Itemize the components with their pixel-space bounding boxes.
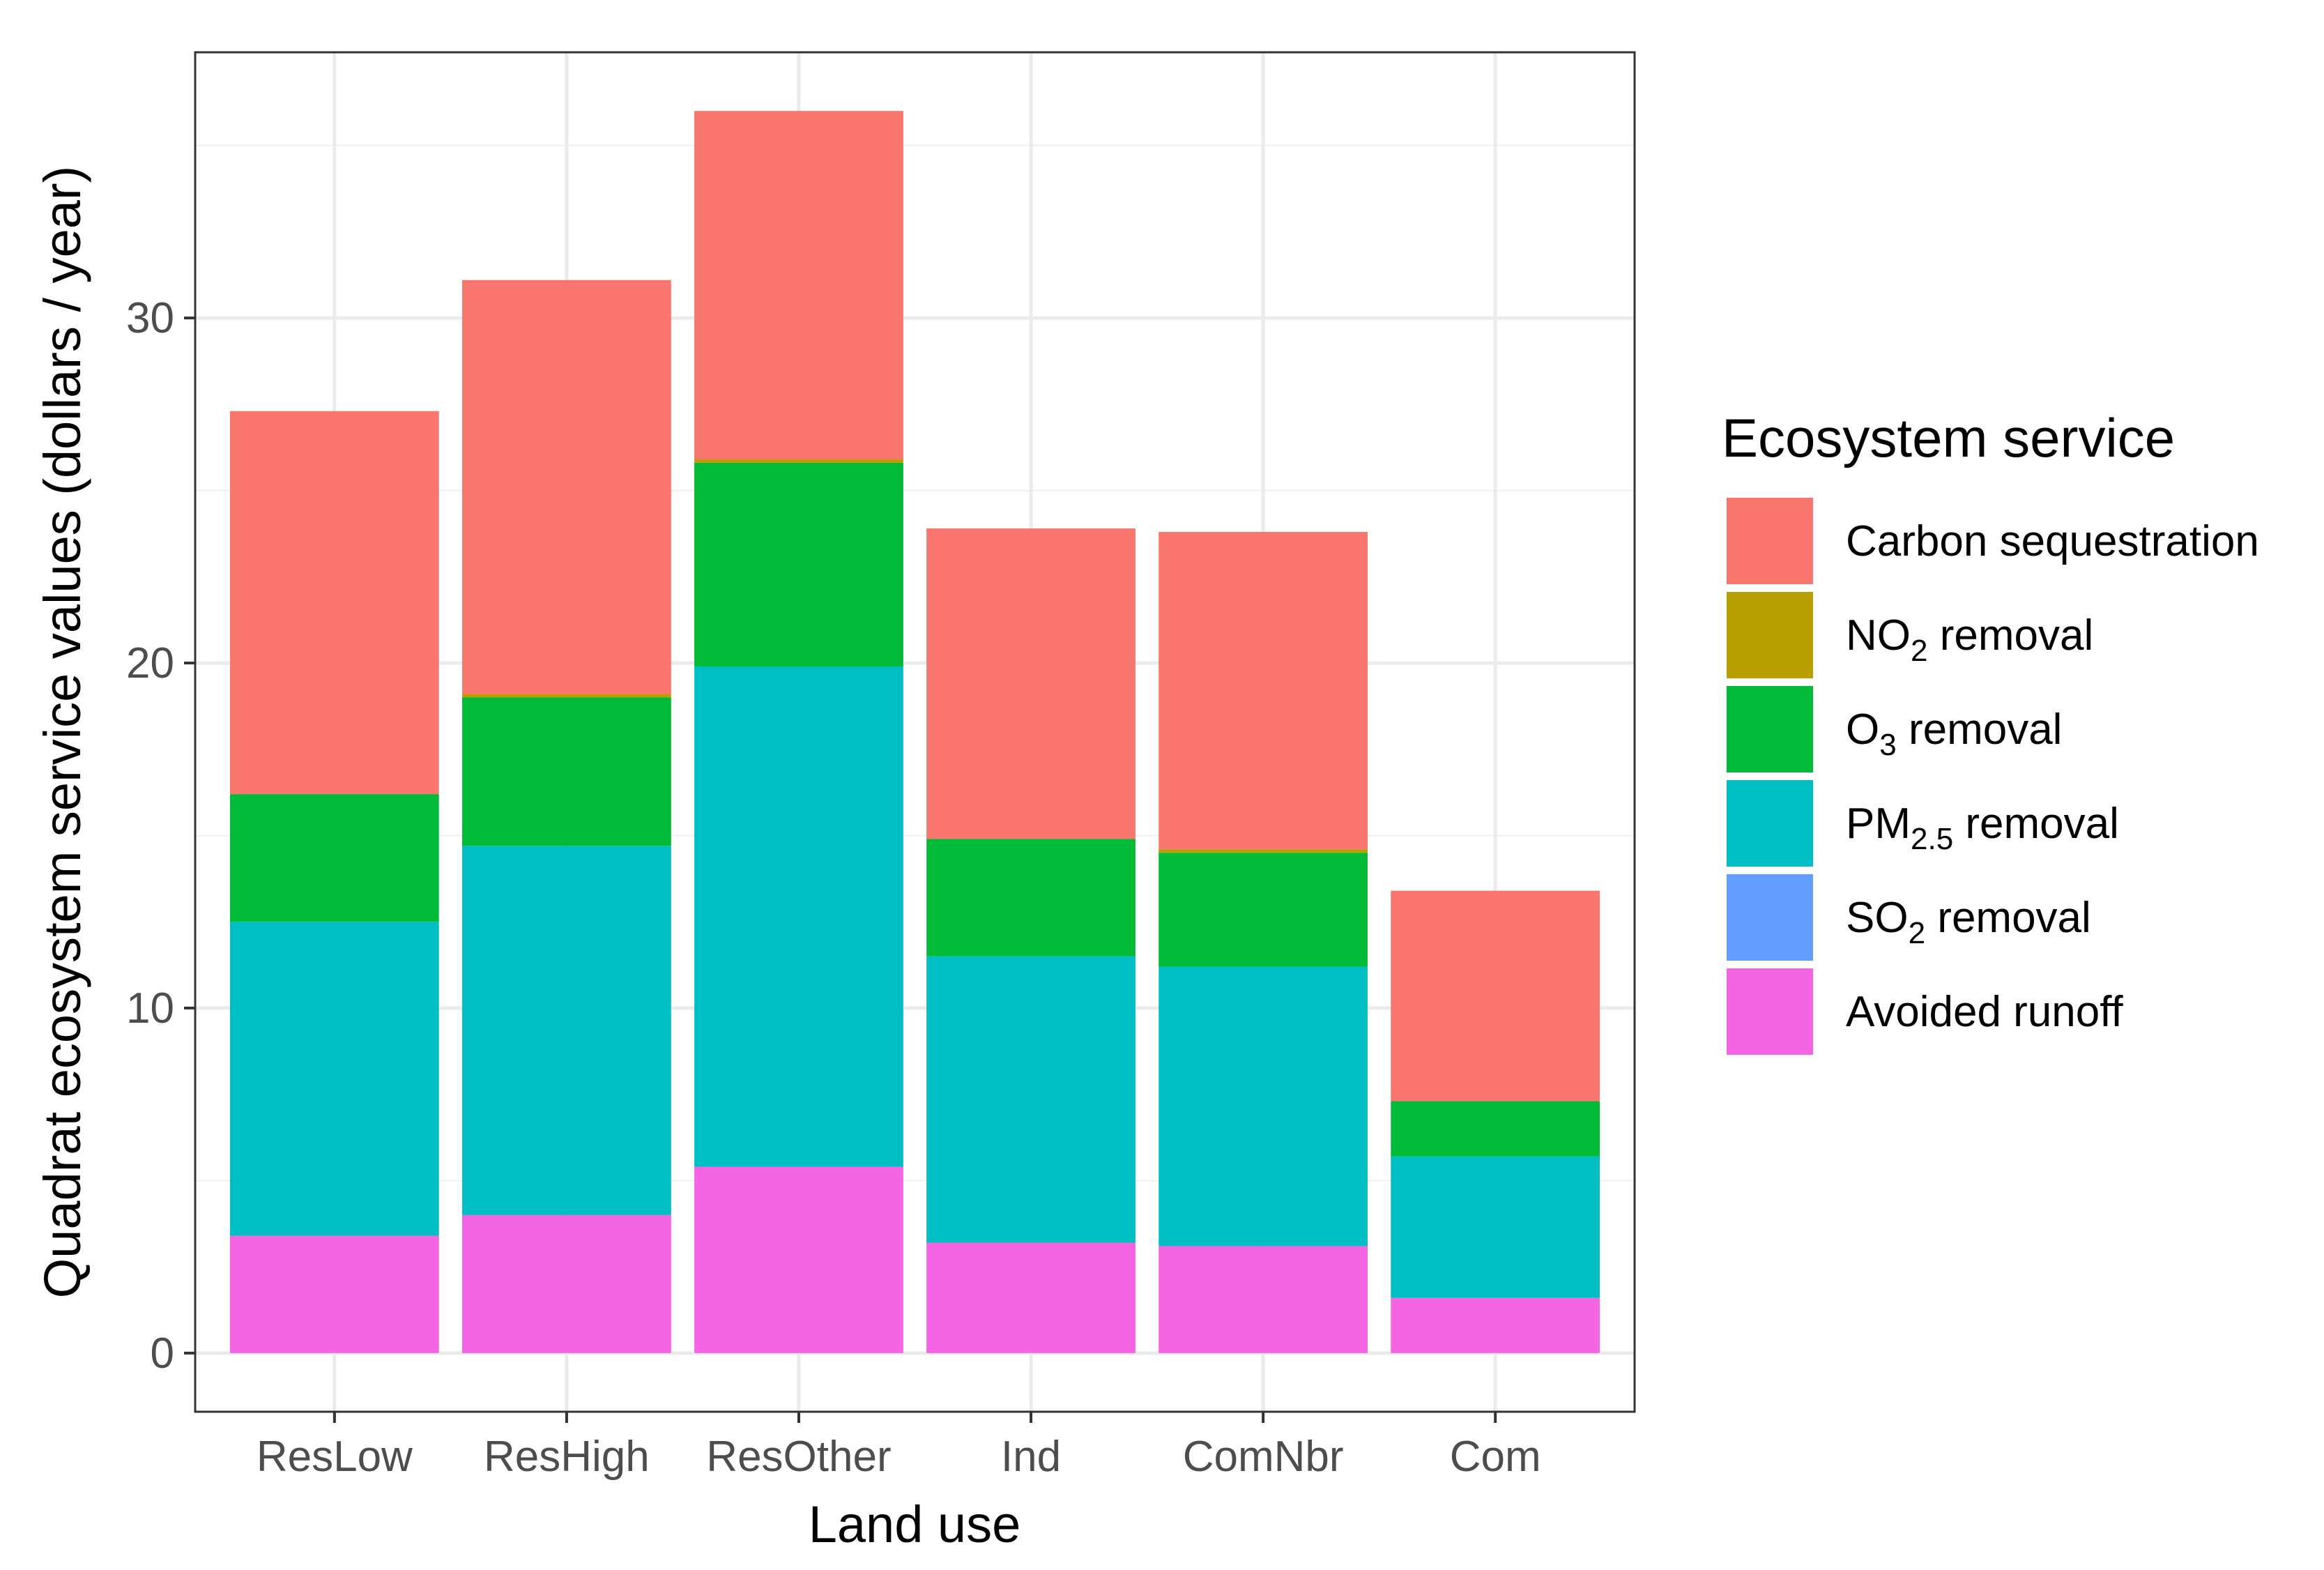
y-tick-label: 0 <box>151 1329 174 1378</box>
legend-swatch <box>1724 777 1816 869</box>
bar-ComNbr-avoided-runoff <box>1159 1246 1368 1353</box>
y-axis-ticks: 0 10 20 30 <box>126 294 195 1378</box>
legend-swatch <box>1724 683 1816 775</box>
x-tick-label: ComNbr <box>1183 1433 1344 1481</box>
bar-ResHigh-pm2-5-removal <box>462 846 671 1215</box>
y-tick-label: 20 <box>126 639 174 687</box>
bar-ResLow-pm2-5-removal <box>229 922 439 1236</box>
x-tick-label: ResLow <box>257 1433 413 1481</box>
legend: Carbon sequestration NO2 removal O3 remova… <box>1724 495 2259 1058</box>
legend-swatch <box>1724 495 1816 587</box>
bar-Ind-o3-removal <box>926 839 1136 957</box>
bar-ResHigh-avoided-runoff <box>462 1214 671 1353</box>
legend-label: O3 removal <box>1846 706 2062 762</box>
bar-Ind-pm2-5-removal <box>926 956 1136 1243</box>
y-tick-label: 30 <box>126 294 174 342</box>
bar-ResOther-no2-removal <box>694 459 903 463</box>
y-tick-label: 10 <box>126 984 174 1032</box>
legend-swatch <box>1724 966 1816 1058</box>
legend-label: PM2.5 removal <box>1846 800 2119 856</box>
bar-ResOther-o3-removal <box>694 462 903 666</box>
legend-title: Ecosystem service <box>1722 407 2175 468</box>
bar-ComNbr-no2-removal <box>1159 849 1368 853</box>
legend-label: SO2 removal <box>1846 894 2091 950</box>
bar-ResOther-avoided-runoff <box>694 1166 903 1353</box>
bar-Ind-avoided-runoff <box>926 1242 1136 1353</box>
x-tick-label: Com <box>1450 1433 1541 1481</box>
bar-Com-carbon-sequestration <box>1391 890 1600 1102</box>
bar-Com-pm2-5-removal <box>1391 1156 1600 1298</box>
bar-ComNbr-o3-removal <box>1159 853 1368 967</box>
bar-ResOther-carbon-sequestration <box>694 111 903 460</box>
bar-ResLow-o3-removal <box>229 794 439 922</box>
bar-ResLow-avoided-runoff <box>229 1235 439 1353</box>
x-tick-label: ResOther <box>706 1433 891 1481</box>
bar-ResHigh-carbon-sequestration <box>462 280 671 694</box>
bar-ResHigh-no2-removal <box>462 694 671 698</box>
y-axis-title: Quadrat ecosystem service values (dollar… <box>33 166 91 1299</box>
bar-Com-o3-removal <box>1391 1101 1600 1157</box>
bar-segments <box>229 111 1600 1353</box>
bar-Com-avoided-runoff <box>1391 1297 1600 1353</box>
legend-label: Avoided runoff <box>1846 988 2123 1036</box>
x-axis-title: Land use <box>809 1495 1021 1553</box>
bar-ComNbr-pm2-5-removal <box>1159 966 1368 1247</box>
legend-label: Carbon sequestration <box>1846 517 2259 565</box>
legend-label: NO2 removal <box>1846 611 2093 668</box>
bar-Ind-carbon-sequestration <box>926 528 1136 839</box>
bar-ResLow-carbon-sequestration <box>229 411 439 795</box>
bar-ResHigh-o3-removal <box>462 697 671 846</box>
bar-ResOther-pm2-5-removal <box>694 666 903 1167</box>
x-axis-ticks: ResLow ResHigh ResOther Ind ComNbr Com <box>257 1412 1541 1481</box>
legend-swatch <box>1724 589 1816 681</box>
x-tick-label: ResHigh <box>484 1433 650 1481</box>
x-tick-label: Ind <box>1001 1433 1061 1481</box>
legend-swatch <box>1724 871 1816 963</box>
bar-ComNbr-carbon-sequestration <box>1159 531 1368 850</box>
plot-panel-border <box>194 51 1636 1413</box>
